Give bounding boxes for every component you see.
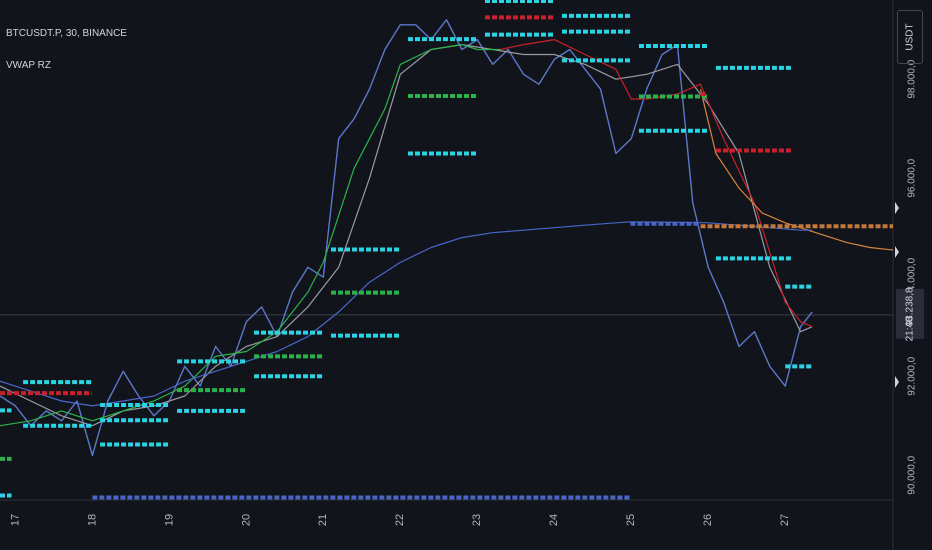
time-tick-label: 24 — [548, 514, 560, 526]
series-price — [0, 19, 813, 457]
currency-unit-button[interactable]: USDT — [897, 10, 923, 64]
time-tick-label: 26 — [702, 514, 714, 526]
current-price-badge — [896, 288, 924, 339]
time-tick-label: 19 — [163, 514, 175, 526]
axis-marker-icon — [895, 246, 899, 258]
currency-unit-label: USDT — [904, 23, 916, 51]
time-tick-label: 21 — [317, 514, 329, 526]
series-anchored-vwap — [0, 221, 813, 407]
price-tick-label: 98.000,0 — [907, 59, 918, 98]
price-tick-label: 94.000,0 — [907, 257, 918, 296]
time-tick-label: 18 — [86, 514, 98, 526]
current-price-label: 93.238,8 — [905, 287, 916, 326]
time-tick-label: 22 — [394, 514, 406, 526]
series-vwap-gray — [0, 43, 813, 427]
countdown-label: 21:48 — [905, 316, 916, 341]
time-tick-label: 27 — [779, 514, 791, 526]
price-tick-label: 90.000,0 — [907, 455, 918, 494]
time-tick-label: 25 — [625, 514, 637, 526]
symbol-title: BTCUSDT.P, 30, BINANCE — [6, 28, 127, 39]
indicator-name: VWAP RZ — [6, 60, 52, 71]
series-vwap-orange — [699, 88, 894, 251]
time-tick-label: 20 — [240, 514, 252, 526]
price-tick-label: 92.000,0 — [907, 356, 918, 395]
time-tick-label: 17 — [9, 514, 21, 526]
price-tick-label: 96.000,0 — [907, 158, 918, 197]
time-tick-label: 23 — [471, 514, 483, 526]
axis-marker-icon — [895, 202, 899, 214]
axis-marker-icon — [895, 376, 899, 388]
